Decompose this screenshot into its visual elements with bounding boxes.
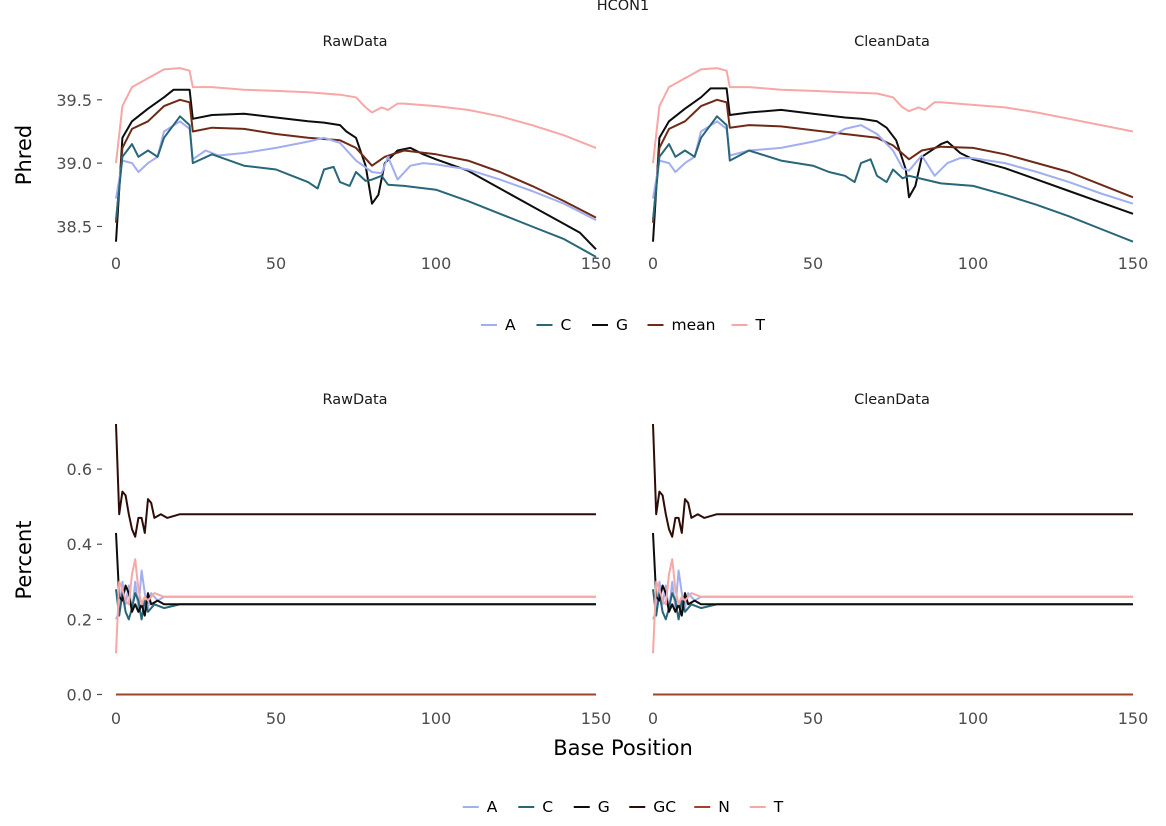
x-axis-title: Base Position	[553, 736, 693, 760]
legend-label-a: A	[505, 316, 516, 334]
series-line-g	[115, 88, 597, 250]
x-tick-label: 0	[111, 709, 121, 728]
legend-label-c: C	[561, 316, 572, 334]
strip-label-top-right: CleanData	[854, 34, 930, 50]
panel-0-1: 0 50 100 150	[648, 67, 1149, 273]
series-line-t	[652, 558, 1133, 654]
x-tick-label: 150	[581, 709, 612, 728]
x-tick-label: 0	[648, 709, 658, 728]
x-tick-label: 0	[648, 254, 658, 273]
legend-1: A C G GC N T	[462, 798, 784, 816]
legend-label-a: A	[487, 798, 498, 816]
series-line-mean	[115, 98, 597, 223]
y-tick-label: 38.5	[56, 217, 92, 236]
x-tick-label: 150	[1118, 254, 1149, 273]
x-tick-label: 100	[421, 709, 452, 728]
y-tick-label: 0.0	[67, 685, 92, 704]
series-line-t	[115, 67, 597, 164]
x-tick-label: 100	[958, 709, 989, 728]
x-tick-label: 100	[958, 254, 989, 273]
y-tick-label: 0.4	[67, 535, 92, 554]
figure-title: HCON1	[597, 0, 650, 14]
series-line-c	[115, 115, 597, 258]
x-tick-label: 50	[266, 254, 286, 273]
x-tick-label: 50	[803, 709, 823, 728]
legend-label-c: C	[542, 798, 553, 816]
panel-1-1: 0 50 100 150	[648, 423, 1149, 728]
series-line-g	[652, 532, 1133, 617]
legend-label-g: G	[598, 798, 610, 816]
series-line-a	[115, 569, 596, 620]
series-line-c	[652, 115, 1134, 243]
x-tick-label: 100	[421, 254, 452, 273]
series-line-a	[652, 120, 1134, 205]
series-line-t	[652, 67, 1134, 164]
y-tick-label: 0.6	[67, 460, 92, 479]
legend-label-t: T	[755, 316, 766, 334]
y-tick-label: 39.0	[56, 154, 92, 173]
legend-label-t: T	[773, 798, 784, 816]
y-tick-label: 39.5	[56, 91, 92, 110]
panel-1-0: 0 50 100 150 0.0 0.2 0.4 0.6	[67, 423, 612, 728]
series-line-g	[652, 87, 1134, 242]
series-line-mean	[652, 98, 1134, 223]
legend-label-n: N	[718, 798, 730, 816]
strip-label-bottom-left: RawData	[322, 392, 387, 408]
x-tick-label: 150	[1118, 709, 1149, 728]
x-tick-label: 50	[266, 709, 286, 728]
x-tick-label: 50	[803, 254, 823, 273]
legend-label-gc: GC	[653, 798, 676, 816]
series-line-gc	[115, 423, 596, 538]
legend-label-g: G	[616, 316, 628, 334]
series-line-a	[115, 120, 597, 221]
series-line-g	[115, 532, 596, 617]
strip-label-top-left: RawData	[322, 34, 387, 50]
x-tick-label: 150	[581, 254, 612, 273]
panel-0-0: 0 50 100 150 38.5 39.0 39.5	[56, 67, 612, 273]
y-axis-title-bottom: Percent	[12, 520, 36, 599]
series-line-gc	[652, 423, 1133, 538]
series-line-a	[652, 569, 1133, 620]
y-axis-title-top: Phred	[12, 125, 36, 185]
series-line-t	[115, 558, 596, 654]
legend-label-mean: mean	[672, 316, 716, 334]
x-tick-label: 0	[111, 254, 121, 273]
strip-label-bottom-right: CleanData	[854, 392, 930, 408]
y-tick-label: 0.2	[67, 610, 92, 629]
